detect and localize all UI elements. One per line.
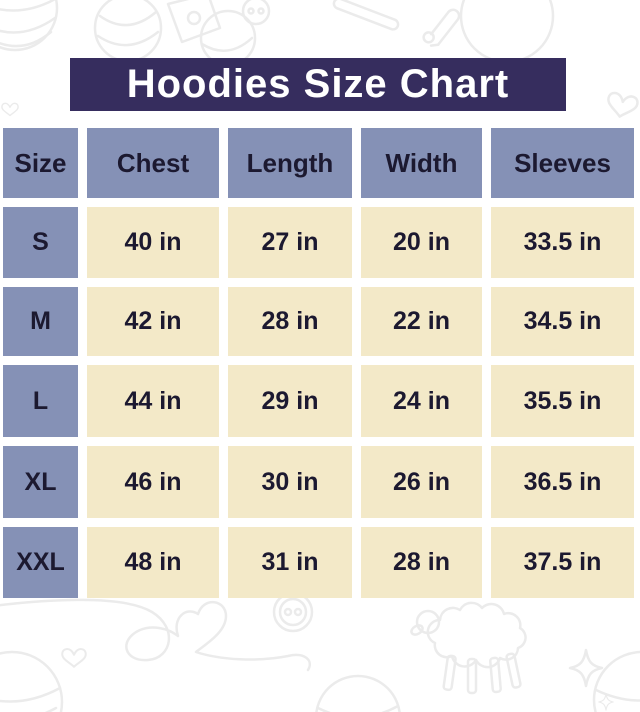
size-cell-xxl: XXL [3,527,78,598]
value-cell-m-length: 28 in [228,287,352,356]
sheep-icon [410,601,527,695]
sparkle-icon [568,648,604,688]
column-header-length: Length [228,128,352,198]
heart-icon [1,102,19,117]
button-icon [272,591,314,633]
page-title: Hoodies Size Chart [126,62,510,106]
value-cell-xl-width: 26 in [361,446,482,518]
value-cell-s-length: 27 in [228,207,352,278]
yarn-ball-icon [0,0,59,52]
column-header-size: Size [3,128,78,198]
yarn-ball-icon [459,0,555,64]
column-header-sleeves: Sleeves [491,128,634,198]
value-cell-xl-chest: 46 in [87,446,219,518]
value-cell-s-chest: 40 in [87,207,219,278]
size-cell-xl: XL [3,446,78,518]
value-cell-l-width: 24 in [361,365,482,437]
knitting-needle-icon [332,0,400,31]
value-cell-s-width: 20 in [361,207,482,278]
value-cell-xxl-sleeves: 37.5 in [491,527,634,598]
value-cell-s-sleeves: 33.5 in [491,207,634,278]
sparkle-icon [598,693,614,711]
button-icon [241,0,271,26]
safety-pin-icon [422,8,461,47]
yarn-cone-icon [93,0,257,67]
value-cell-m-sleeves: 34.5 in [491,287,634,356]
value-cell-l-length: 29 in [228,365,352,437]
chart-title-banner: Hoodies Size Chart [70,58,566,111]
yarn-ball-icon [315,674,401,712]
heart-icon [61,648,87,668]
value-cell-m-width: 22 in [361,287,482,356]
heart-icon [607,91,639,118]
value-cell-l-sleeves: 35.5 in [491,365,634,437]
value-cell-xl-sleeves: 36.5 in [491,446,634,518]
value-cell-xxl-length: 31 in [228,527,352,598]
size-cell-l: L [3,365,78,437]
value-cell-m-chest: 42 in [87,287,219,356]
column-header-chest: Chest [87,128,219,198]
value-cell-xxl-width: 28 in [361,527,482,598]
size-cell-m: M [3,287,78,356]
value-cell-l-chest: 44 in [87,365,219,437]
value-cell-xl-length: 30 in [228,446,352,518]
value-cell-xxl-chest: 48 in [87,527,219,598]
column-header-width: Width [361,128,482,198]
thread-scribble-icon [0,598,311,672]
size-table: Size Chest Length Width Sleeves S 40 in … [3,128,634,598]
yarn-ball-icon [0,650,64,712]
size-cell-s: S [3,207,78,278]
yarn-ball-icon [592,650,640,712]
